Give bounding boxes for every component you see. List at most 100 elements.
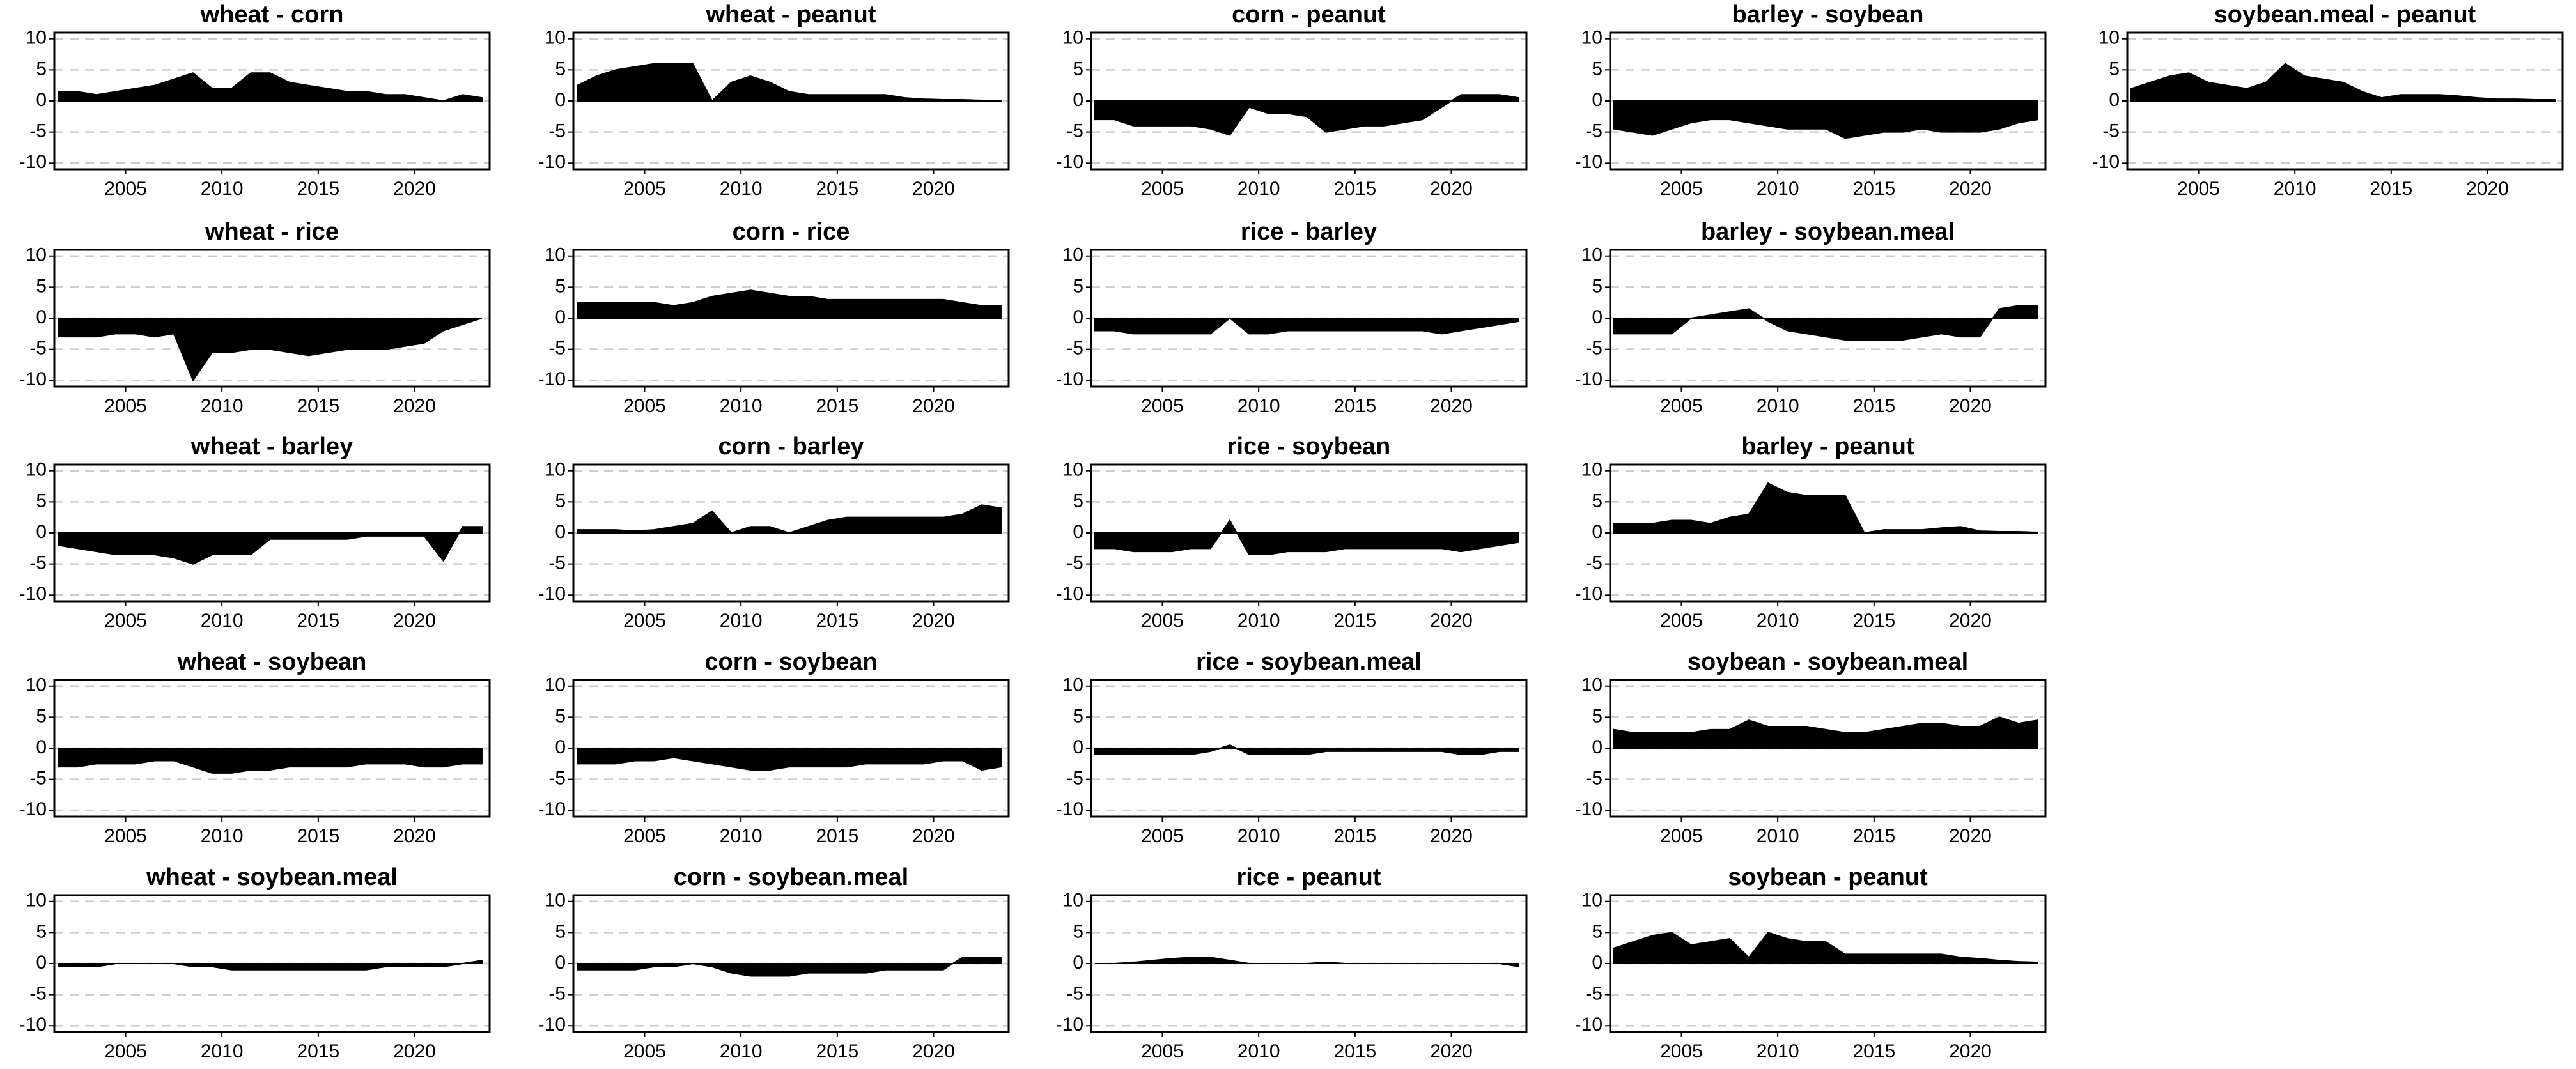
x-tick-label: 2020 xyxy=(1430,178,1473,199)
plot-frame xyxy=(1090,894,1528,1033)
panel-title: soybean.meal - peanut xyxy=(2214,1,2476,28)
y-tick-label: 0 xyxy=(36,952,47,973)
panel-title: wheat - rice xyxy=(205,219,339,245)
plot-frame xyxy=(2126,31,2564,171)
y-tick-label: 10 xyxy=(1062,245,1083,266)
x-tick-label: 2020 xyxy=(1949,610,1992,631)
y-tick-label: 5 xyxy=(36,58,47,79)
y-tick-label: -5 xyxy=(1585,338,1602,359)
x-tick-label: 2010 xyxy=(2274,178,2316,199)
x-tick-label: 2005 xyxy=(1660,826,1703,847)
x-tick-label: 2005 xyxy=(1660,396,1703,417)
y-tick-label: 10 xyxy=(1581,27,1602,49)
plot-frame xyxy=(53,249,491,388)
x-tick-label: 2010 xyxy=(720,396,763,417)
y-tick-label: 5 xyxy=(1592,705,1602,727)
y-tick-label: -5 xyxy=(548,553,566,574)
x-tick-label: 2010 xyxy=(201,178,244,199)
plot-frame xyxy=(572,463,1010,603)
x-tick-label: 2015 xyxy=(297,610,339,631)
y-tick-label: 10 xyxy=(26,459,47,481)
y-tick-label: -10 xyxy=(1575,1014,1602,1035)
area xyxy=(1094,94,1519,136)
y-tick-label: 0 xyxy=(2109,89,2120,111)
y-tick-label: 10 xyxy=(26,675,47,696)
y-tick-label: 5 xyxy=(2109,58,2120,79)
x-tick-label: 2015 xyxy=(1852,610,1895,631)
y-tick-label: -10 xyxy=(1575,799,1602,820)
x-tick-label: 2005 xyxy=(1141,1041,1184,1062)
y-tick-label: 0 xyxy=(1073,521,1083,542)
x-tick-label: 2020 xyxy=(393,178,436,199)
y-tick-label: 0 xyxy=(1073,307,1083,328)
x-tick-label: 2020 xyxy=(912,1041,955,1062)
x-tick-label: 2020 xyxy=(1430,396,1473,417)
area xyxy=(1094,744,1519,755)
area xyxy=(577,289,1002,319)
y-tick-label: -10 xyxy=(2092,151,2120,173)
x-tick-label: 2020 xyxy=(1430,1041,1473,1062)
y-tick-label: -10 xyxy=(1575,369,1602,390)
x-tick-label: 2015 xyxy=(1852,1041,1895,1062)
panel-title: rice - barley xyxy=(1241,219,1377,245)
area xyxy=(58,526,483,565)
x-tick-label: 2005 xyxy=(1660,178,1703,199)
x-tick-label: 2015 xyxy=(1852,396,1895,417)
y-tick-label: 0 xyxy=(555,521,566,542)
y-tick-label: 10 xyxy=(545,245,566,266)
y-tick-label: -5 xyxy=(548,768,566,789)
y-tick-label: -5 xyxy=(548,121,566,142)
x-tick-label: 2010 xyxy=(1757,610,1799,631)
y-tick-label: 5 xyxy=(555,58,566,79)
y-tick-label: 10 xyxy=(26,27,47,49)
y-tick-label: 5 xyxy=(36,705,47,727)
y-tick-label: 10 xyxy=(545,675,566,696)
y-tick-label: -10 xyxy=(1056,151,1083,173)
y-tick-label: 5 xyxy=(555,275,566,296)
x-tick-label: 2005 xyxy=(104,178,147,199)
y-tick-label: 0 xyxy=(1592,952,1602,973)
plot-frame xyxy=(572,679,1010,818)
x-tick-label: 2010 xyxy=(720,178,763,199)
plot-frame xyxy=(1090,463,1528,603)
plot-frame xyxy=(572,894,1010,1033)
plot-frame xyxy=(1090,249,1528,388)
area xyxy=(1613,482,2038,534)
x-tick-label: 2015 xyxy=(816,178,858,199)
y-tick-label: 5 xyxy=(1073,921,1083,942)
x-tick-label: 2010 xyxy=(1238,610,1280,631)
y-tick-label: -5 xyxy=(2102,121,2120,142)
x-tick-label: 2015 xyxy=(816,396,858,417)
y-tick-label: 10 xyxy=(1062,459,1083,481)
x-tick-label: 2005 xyxy=(623,178,666,199)
x-tick-label: 2010 xyxy=(201,396,244,417)
y-tick-label: 0 xyxy=(36,307,47,328)
x-tick-label: 2005 xyxy=(623,1041,666,1062)
y-tick-label: -5 xyxy=(1066,121,1083,142)
panel-title: soybean - soybean.meal xyxy=(1688,649,1968,675)
y-tick-label: 5 xyxy=(555,705,566,727)
panel-title: wheat - soybean xyxy=(177,649,367,675)
y-tick-label: 10 xyxy=(1581,890,1602,911)
y-tick-label: 10 xyxy=(1062,27,1083,49)
panel-title: corn - peanut xyxy=(1232,1,1386,28)
y-tick-label: 10 xyxy=(2099,27,2120,49)
panel-title: corn - soybean.meal xyxy=(674,864,908,891)
x-tick-label: 2010 xyxy=(1238,396,1280,417)
area xyxy=(577,504,1002,534)
y-tick-label: -10 xyxy=(538,799,566,820)
x-tick-label: 2015 xyxy=(1852,826,1895,847)
area xyxy=(58,959,483,971)
area xyxy=(58,748,483,774)
x-tick-label: 2020 xyxy=(393,610,436,631)
x-tick-label: 2015 xyxy=(1852,178,1895,199)
x-tick-label: 2015 xyxy=(1333,610,1376,631)
panel-title: wheat - soybean.meal xyxy=(146,864,398,891)
area xyxy=(58,72,483,102)
x-tick-label: 2005 xyxy=(1141,826,1184,847)
y-tick-label: 10 xyxy=(545,459,566,481)
x-tick-label: 2015 xyxy=(1333,178,1376,199)
x-tick-label: 2010 xyxy=(1757,1041,1799,1062)
x-tick-label: 2015 xyxy=(297,826,339,847)
